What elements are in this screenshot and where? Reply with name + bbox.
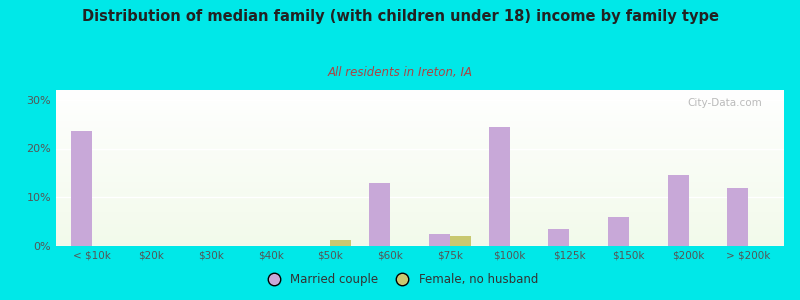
Bar (668, 175, 689, 246)
Bar (727, 188, 748, 246)
Bar (608, 217, 629, 246)
Bar (370, 183, 390, 246)
Legend: Married couple, Female, no husband: Married couple, Female, no husband (258, 269, 542, 291)
Text: City-Data.com: City-Data.com (687, 98, 762, 108)
Bar (330, 240, 351, 246)
Bar (450, 236, 470, 246)
Bar (548, 229, 569, 246)
Text: All residents in Ireton, IA: All residents in Ireton, IA (327, 66, 473, 79)
Text: Distribution of median family (with children under 18) income by family type: Distribution of median family (with chil… (82, 9, 718, 24)
Bar (489, 127, 510, 246)
Bar (429, 234, 450, 246)
Bar (71, 131, 92, 246)
